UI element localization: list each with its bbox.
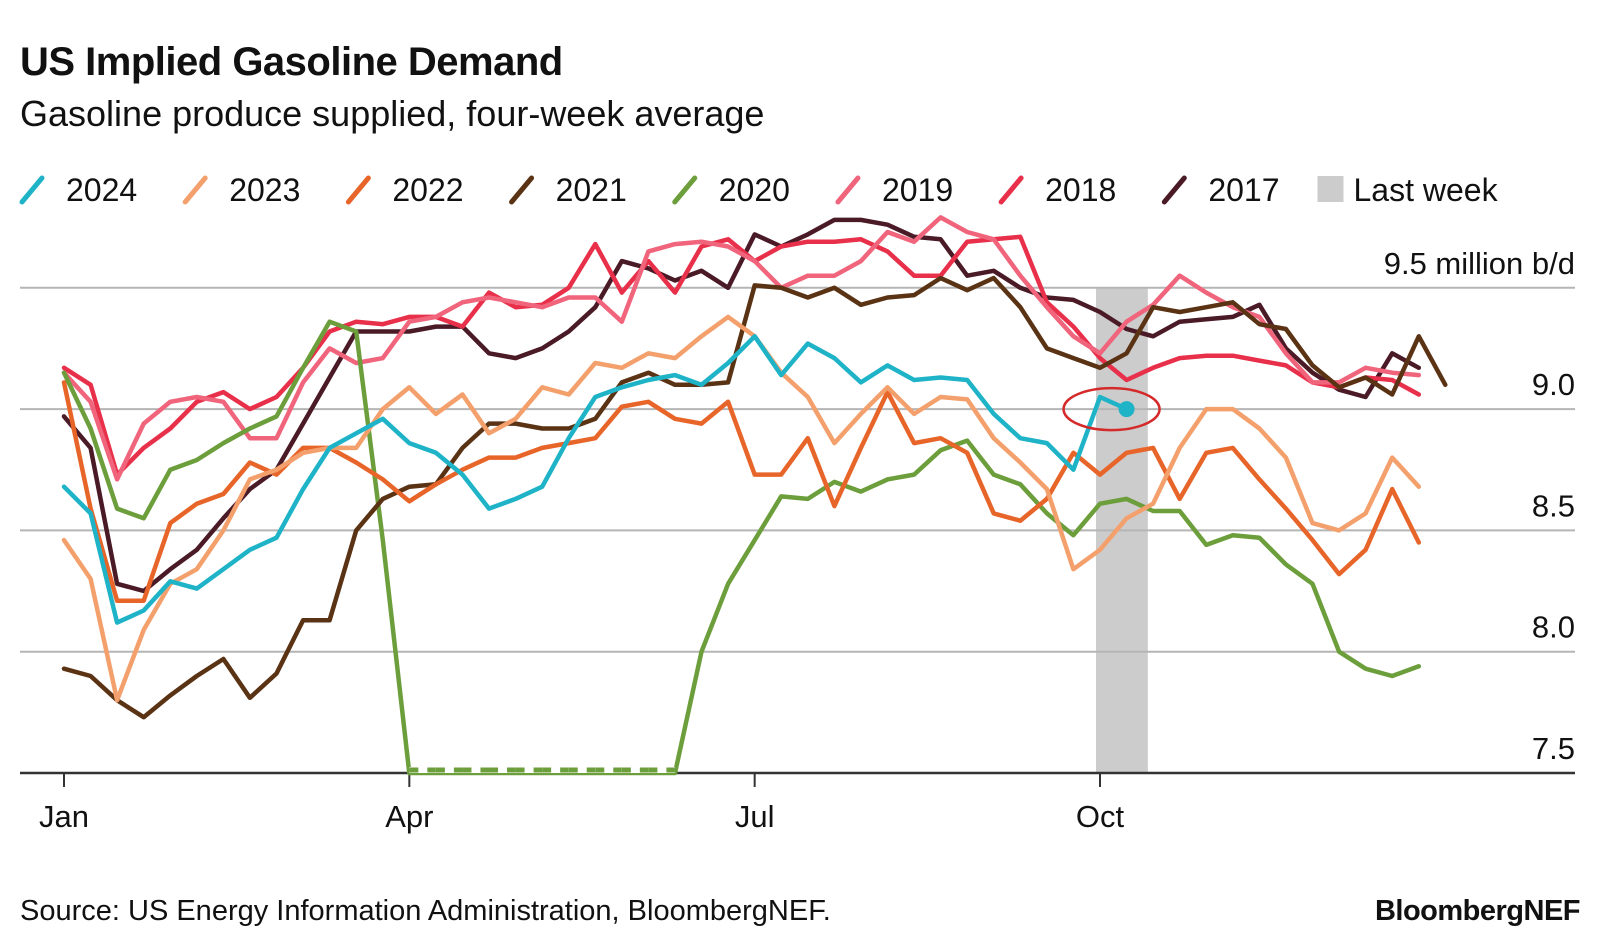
legend-swatch [672,175,698,205]
legend-label: 2018 [1045,172,1116,208]
source-note: Source: US Energy Information Administra… [20,895,831,927]
legend-label: 2023 [229,172,300,208]
latest-point [1118,401,1135,418]
series-line [61,234,1422,477]
x-tick-label: Oct [1076,799,1125,834]
chart-subtitle: Gasoline produce supplied, four-week ave… [20,93,764,134]
y-tick-label: 8.5 [1532,488,1575,523]
legend-swatch [509,175,535,205]
chart-title: US Implied Gasoline Demand [20,40,563,84]
x-tick-label: Jan [39,799,89,834]
y-tick-label: 9.0 [1532,367,1575,402]
legend-swatch [998,175,1024,205]
legend-label: 2019 [882,172,953,208]
series-line [61,380,1422,603]
y-tick-label: 9.5 million b/d [1384,246,1575,281]
series-line [61,215,1422,482]
annotation-ring [1062,386,1161,432]
series-line [61,275,1448,720]
series-line [61,217,1422,594]
legend-swatch [1161,175,1187,205]
legend-label: 2022 [392,172,463,208]
legend-swatch [182,175,208,205]
brand: BloombergNEF [1375,895,1580,927]
legend-swatch [835,175,861,205]
legend-label: 2020 [719,172,790,208]
y-tick-label: 7.5 [1532,731,1575,766]
legend-label: 2021 [556,172,627,208]
legend-label: 2017 [1208,172,1279,208]
series-line [61,319,1422,776]
legend-label: 2024 [66,172,137,208]
legend: 2024 2023 2022 2021 2020 2019 2018 2017 Last wee… [19,172,1499,208]
series-line [61,334,1129,625]
x-tick-label: Apr [385,799,433,834]
legend-swatch [345,175,371,205]
legend-label: Last week [1354,172,1499,208]
legend-swatch [1317,176,1344,202]
legend-swatch [19,175,45,205]
y-tick-label: 8.0 [1532,610,1575,645]
series-line [61,314,1422,703]
x-tick-label: Jul [735,799,775,834]
plot-area: 7.5 8.0 8.5 9.0 9.5 million b/d Jan Apr Jul Oct [20,215,1575,834]
